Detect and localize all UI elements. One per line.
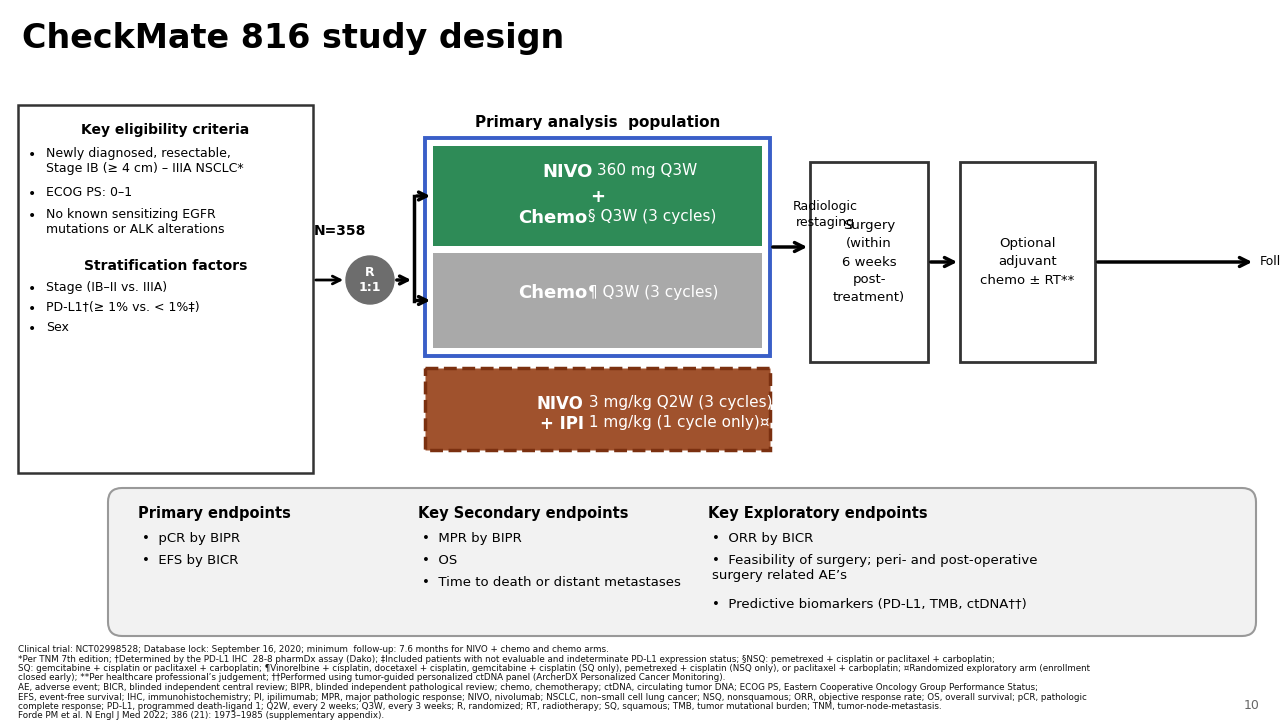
Text: Primary endpoints: Primary endpoints [138,506,291,521]
Text: Follow-up: Follow-up [1260,256,1280,269]
Text: Newly diagnosed, resectable,
Stage IB (≥ 4 cm) – IIIA NSCLC*: Newly diagnosed, resectable, Stage IB (≥… [46,147,243,175]
Text: Primary analysis  population: Primary analysis population [475,115,721,130]
Text: Forde PM et al. N Engl J Med 2022; 386 (21): 1973–1985 (supplementary appendix).: Forde PM et al. N Engl J Med 2022; 386 (… [18,711,384,720]
Bar [425,138,771,356]
Text: Key Secondary endpoints: Key Secondary endpoints [419,506,628,521]
Bar [960,162,1094,362]
Text: NIVO: NIVO [543,163,593,181]
Text: + IPI: + IPI [539,415,584,433]
Text: Optional
adjuvant
chemo ± RT**: Optional adjuvant chemo ± RT** [980,238,1075,287]
Text: Stage (IB–II vs. IIIA): Stage (IB–II vs. IIIA) [46,281,168,294]
Text: *Per TNM 7th edition; †Determined by the PD-L1 IHC  28-8 pharmDx assay (Dako); ‡: *Per TNM 7th edition; †Determined by the… [18,654,995,664]
Text: SQ: gemcitabine + cisplatin or paclitaxel + carboplatin; ¶Vinorelbine + cisplati: SQ: gemcitabine + cisplatin or paclitaxe… [18,664,1091,673]
Text: Key eligibility criteria: Key eligibility criteria [82,123,250,137]
Text: PD-L1†(≥ 1% vs. < 1%‡): PD-L1†(≥ 1% vs. < 1%‡) [46,301,200,314]
Bar [433,146,762,246]
Bar [425,368,771,450]
Text: Chemo: Chemo [518,209,588,227]
Text: AE, adverse event; BICR, blinded independent central review; BIPR, blinded indep: AE, adverse event; BICR, blinded indepen… [18,683,1038,692]
Text: 1 mg/kg (1 cycle only)¤: 1 mg/kg (1 cycle only)¤ [584,415,769,430]
Text: N=358: N=358 [314,224,366,238]
Text: •  ORR by BICR: • ORR by BICR [712,532,813,545]
Text: •  pCR by BIPR: • pCR by BIPR [142,532,241,545]
Text: •  Feasibility of surgery; peri- and post-operative
surgery related AE’s: • Feasibility of surgery; peri- and post… [712,554,1038,582]
Text: 10: 10 [1244,699,1260,712]
Text: 3 mg/kg Q2W (3 cycles): 3 mg/kg Q2W (3 cycles) [584,395,772,410]
Text: •: • [28,209,36,223]
Text: •: • [28,302,36,316]
Text: •  OS: • OS [422,554,457,567]
Text: EFS, event-free survival; IHC, immunohistochemistry; PI, ipilimumab; MPR, major : EFS, event-free survival; IHC, immunohis… [18,693,1087,701]
Text: •: • [28,322,36,336]
Text: •  Time to death or distant metastases: • Time to death or distant metastases [422,576,681,589]
Text: •  EFS by BICR: • EFS by BICR [142,554,238,567]
Text: Sex: Sex [46,321,69,334]
Bar [433,253,762,348]
Text: •  Predictive biomarkers (PD-L1, TMB, ctDNA††): • Predictive biomarkers (PD-L1, TMB, ctD… [712,598,1027,611]
Text: No known sensitizing EGFR
mutations or ALK alterations: No known sensitizing EGFR mutations or A… [46,208,224,236]
Bar [18,105,314,473]
Bar [810,162,928,362]
FancyBboxPatch shape [108,488,1256,636]
Text: ECOG PS: 0–1: ECOG PS: 0–1 [46,186,132,199]
Text: Key Exploratory endpoints: Key Exploratory endpoints [708,506,928,521]
Text: complete response; PD-L1, programmed death-ligand 1; Q2W, every 2 weeks; Q3W, ev: complete response; PD-L1, programmed dea… [18,702,942,711]
Text: § Q3W (3 cycles): § Q3W (3 cycles) [588,209,716,224]
Text: CheckMate 816 study design: CheckMate 816 study design [22,22,564,55]
Text: 360 mg Q3W: 360 mg Q3W [593,163,698,178]
Text: •: • [28,187,36,201]
Text: •  MPR by BIPR: • MPR by BIPR [422,532,522,545]
Text: Radiologic
restaging: Radiologic restaging [792,200,858,229]
Circle shape [346,256,394,304]
Text: Chemo: Chemo [518,284,588,302]
Text: closed early); **Per healthcare professional’s judgement; ††Performed using tumo: closed early); **Per healthcare professi… [18,673,726,683]
Text: •: • [28,148,36,162]
Text: Clinical trial: NCT02998528; Database lock: September 16, 2020; minimum  follow-: Clinical trial: NCT02998528; Database lo… [18,645,609,654]
Text: ¶ Q3W (3 cycles): ¶ Q3W (3 cycles) [588,285,718,300]
Text: NIVO: NIVO [536,395,584,413]
Text: Stratification factors: Stratification factors [83,259,247,273]
Text: R
1:1: R 1:1 [358,266,381,294]
Text: •: • [28,282,36,296]
Text: +: + [590,188,605,206]
Text: Surgery
(within
6 weeks
post-
treatment): Surgery (within 6 weeks post- treatment) [833,220,905,305]
